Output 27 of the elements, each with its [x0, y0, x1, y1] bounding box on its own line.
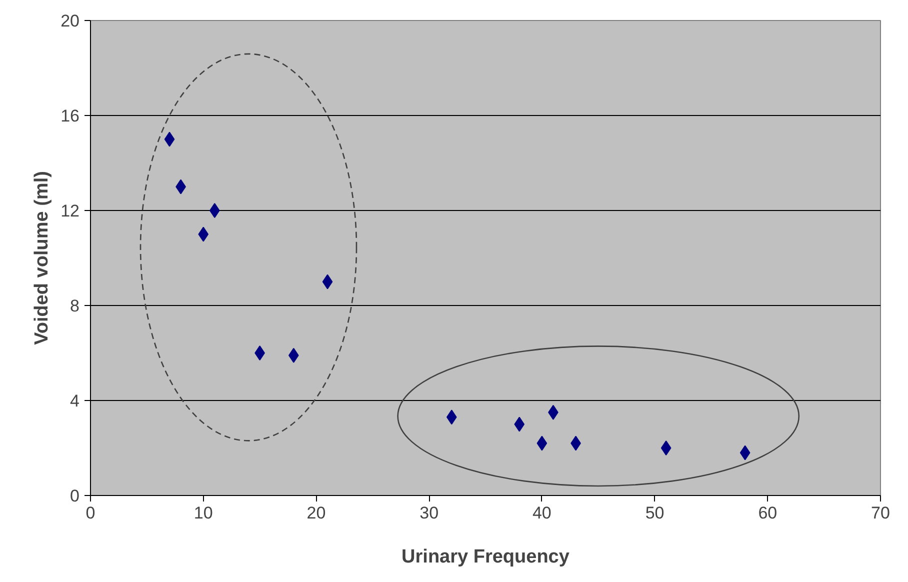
y-tick-label: 12 — [60, 202, 80, 220]
point — [514, 416, 525, 432]
x-axis-title: Urinary Frequency — [402, 546, 570, 568]
point — [209, 203, 220, 218]
x-tick-label: 60 — [758, 504, 778, 522]
y-tick-label: 4 — [70, 392, 80, 410]
point — [198, 226, 209, 242]
point — [322, 274, 333, 290]
x-tick-label: 40 — [532, 504, 552, 522]
point — [536, 436, 548, 451]
y-axis-title: Voided volume (ml) — [32, 171, 53, 345]
point — [254, 346, 265, 360]
x-tick-label: 70 — [871, 504, 890, 522]
x-tick-label: 0 — [86, 504, 96, 522]
point — [446, 410, 457, 425]
x-tick-label: 50 — [645, 504, 664, 522]
x-tick-label: 10 — [194, 504, 213, 522]
point — [288, 348, 299, 363]
x-tick-label: 30 — [420, 504, 439, 522]
y-tick-label: 8 — [70, 296, 80, 316]
y-tick-label: 20 — [60, 12, 80, 30]
x-tick-label: 20 — [306, 504, 326, 522]
point — [164, 132, 175, 147]
point — [740, 445, 750, 460]
y-tick-label: 0 — [70, 486, 80, 506]
y-tick-label: 16 — [60, 106, 80, 126]
point — [660, 440, 672, 456]
